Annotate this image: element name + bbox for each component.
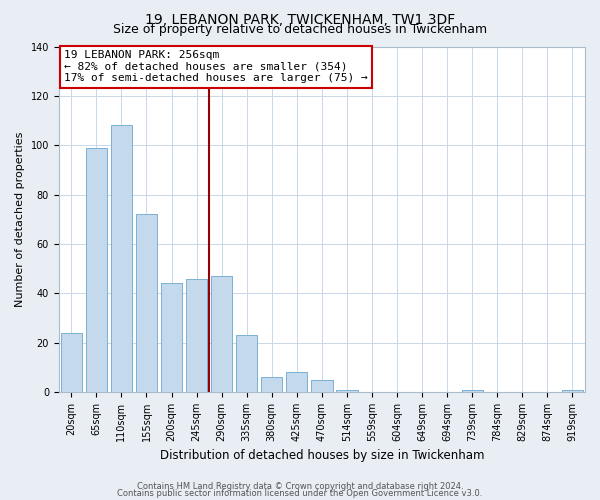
- Bar: [186, 278, 207, 392]
- Bar: [562, 390, 583, 392]
- Text: 19, LEBANON PARK, TWICKENHAM, TW1 3DF: 19, LEBANON PARK, TWICKENHAM, TW1 3DF: [145, 12, 455, 26]
- Text: Contains public sector information licensed under the Open Government Licence v3: Contains public sector information licen…: [118, 490, 482, 498]
- Bar: [161, 284, 182, 392]
- Text: Size of property relative to detached houses in Twickenham: Size of property relative to detached ho…: [113, 22, 487, 36]
- Bar: [311, 380, 332, 392]
- Bar: [336, 390, 358, 392]
- Bar: [111, 126, 132, 392]
- Y-axis label: Number of detached properties: Number of detached properties: [15, 132, 25, 307]
- Text: 19 LEBANON PARK: 256sqm
← 82% of detached houses are smaller (354)
17% of semi-d: 19 LEBANON PARK: 256sqm ← 82% of detache…: [64, 50, 368, 83]
- X-axis label: Distribution of detached houses by size in Twickenham: Distribution of detached houses by size …: [160, 450, 484, 462]
- Bar: [261, 378, 283, 392]
- Bar: [461, 390, 483, 392]
- Bar: [61, 333, 82, 392]
- Bar: [136, 214, 157, 392]
- Text: Contains HM Land Registry data © Crown copyright and database right 2024.: Contains HM Land Registry data © Crown c…: [137, 482, 463, 491]
- Bar: [236, 336, 257, 392]
- Bar: [211, 276, 232, 392]
- Bar: [286, 372, 307, 392]
- Bar: [86, 148, 107, 392]
